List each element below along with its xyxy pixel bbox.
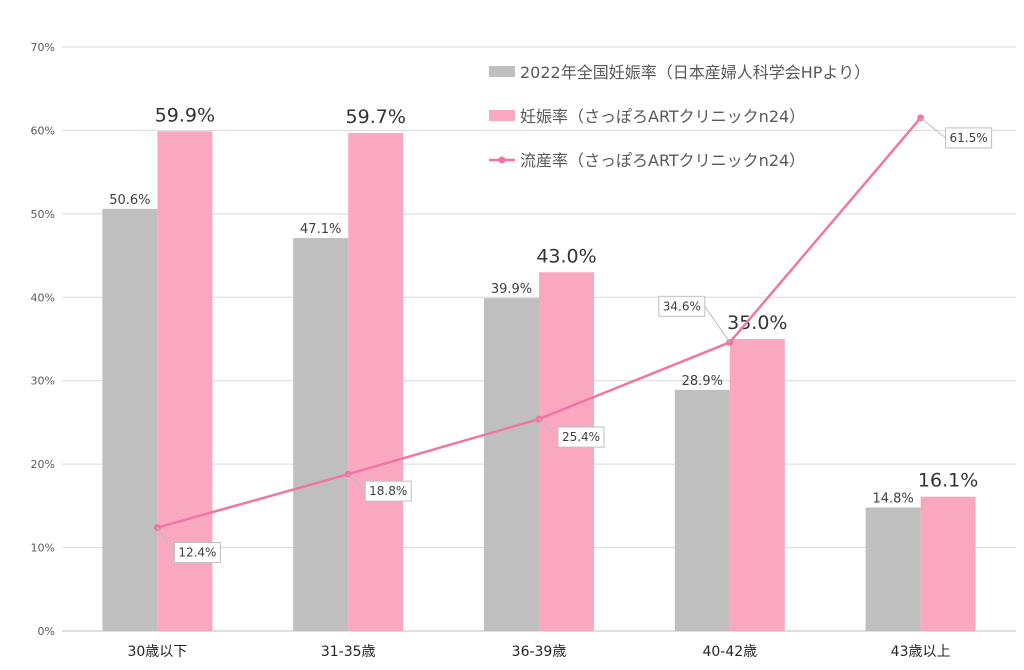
legend-swatch-national — [489, 66, 515, 77]
x-tick-label: 30歳以下 — [127, 644, 187, 660]
callout-box — [364, 480, 412, 502]
clinic-pregnancy-bar — [729, 339, 785, 631]
miscarriage-label: 34.6% — [663, 299, 701, 313]
y-tick-label: 40% — [31, 291, 55, 304]
y-tick-label: 0% — [38, 625, 55, 638]
callout-leader — [920, 117, 946, 139]
x-tick-label: 40-42歳 — [702, 644, 757, 660]
x-tick-label: 31-35歳 — [321, 644, 376, 660]
callout-box — [658, 295, 706, 317]
callout-box — [945, 127, 993, 149]
clinic-pregnancy-label: 59.9% — [155, 104, 215, 126]
y-tick-label: 50% — [31, 208, 55, 221]
y-tick-label: 20% — [31, 458, 55, 471]
x-tick-label: 36-39歳 — [512, 644, 567, 660]
line-series: 12.4% 18.8% 25.4% 34.6% 61.5% — [153, 114, 993, 564]
legend-label: 2022年全国妊娠率（日本産婦人科学会HPより） — [520, 63, 870, 82]
bar-labels: 50.6% 59.9% 47.1% 59.7% 39.9% 43.0% 28.9% 35.0%… — [109, 104, 978, 506]
callout-leader — [347, 473, 366, 492]
clinic-pregnancy-label: 43.0% — [536, 245, 596, 267]
miscarriage-label: 12.4% — [178, 546, 216, 560]
clinic-pregnancy-label: 35.0% — [727, 312, 787, 334]
callout-leader — [704, 306, 731, 343]
miscarriage-label: 18.8% — [369, 484, 407, 498]
clinic-pregnancy-bar — [348, 132, 404, 631]
clinic-pregnancy-label: 16.1% — [918, 470, 978, 492]
clinic-pregnancy-bar — [920, 496, 976, 631]
legend-swatch-clinic-pregnancy — [489, 110, 515, 121]
x-axis-ticks: 30歳以下 31-35歳 36-39歳 40-42歳 43歳以上 — [127, 644, 950, 660]
national-rate-label: 14.8% — [872, 492, 913, 507]
legend-label: 流産率（さっぽろARTクリニックn24） — [520, 151, 805, 170]
y-tick-label: 30% — [31, 375, 55, 388]
national-rate-bar — [865, 507, 921, 631]
callout-box — [173, 542, 221, 564]
national-rate-bar — [674, 389, 730, 631]
clinic-pregnancy-bar — [539, 272, 594, 631]
callout-box — [557, 426, 605, 448]
clinic-pregnancy-label: 59.7% — [346, 106, 406, 128]
national-rate-bar — [102, 208, 158, 631]
x-tick-label: 43歳以上 — [891, 644, 951, 660]
callout-leader — [538, 418, 559, 438]
miscarriage-label: 61.5% — [950, 131, 988, 145]
legend-label: 妊娠率（さっぽろARTクリニックn24） — [520, 107, 805, 126]
legend: 2022年全国妊娠率（日本産婦人科学会HPより） 妊娠率（さっぽろARTクリニック… — [489, 63, 870, 170]
callout-leader — [156, 527, 175, 553]
national-rate-bar — [484, 298, 539, 631]
national-rate-label: 47.1% — [300, 222, 341, 237]
y-tick-label: 10% — [31, 542, 55, 555]
national-rate-label: 39.9% — [491, 282, 532, 297]
national-rate-label: 28.9% — [682, 374, 723, 389]
y-tick-label: 60% — [31, 124, 55, 137]
miscarriage-label: 25.4% — [562, 430, 600, 444]
national-rate-bar — [293, 238, 349, 631]
legend-swatch-marker — [498, 156, 506, 164]
y-axis-ticks: 0% 10% 20% 30% 40% 50% 60% 70% — [31, 41, 55, 638]
y-tick-label: 70% — [31, 41, 55, 54]
national-rate-label: 50.6% — [109, 193, 150, 208]
